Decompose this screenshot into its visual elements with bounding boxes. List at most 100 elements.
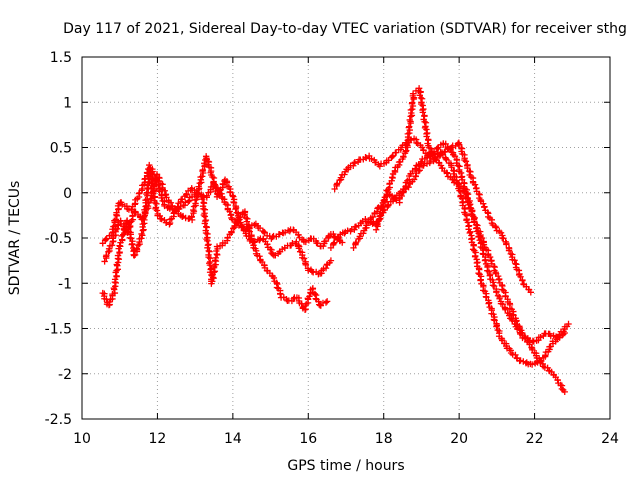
data-point (481, 257, 489, 264)
y-tick-label: 0 (63, 186, 72, 202)
series-track-2 (101, 153, 335, 278)
x-tick-label: 22 (526, 431, 544, 447)
data-point (200, 205, 207, 213)
data-point (500, 235, 507, 242)
data-point (179, 213, 186, 220)
data-point (511, 257, 518, 264)
data-point (142, 197, 149, 204)
data-point (505, 247, 513, 254)
data-point (485, 300, 492, 307)
data-point (153, 171, 161, 178)
data-point (201, 220, 209, 227)
data-point (477, 277, 484, 284)
data-point (466, 201, 473, 209)
data-point (204, 244, 211, 252)
data-point (369, 213, 377, 221)
data-point (537, 334, 544, 341)
data-point (434, 150, 441, 157)
data-point (158, 215, 165, 223)
data-point (203, 192, 210, 200)
data-point (337, 174, 345, 181)
data-point (148, 182, 155, 189)
data-point (209, 278, 216, 285)
data-point (323, 298, 331, 305)
data-point (374, 205, 381, 212)
data-point (256, 253, 263, 260)
data-point (557, 381, 564, 389)
y-axis-label: SDTVAR / TECUs (7, 181, 23, 296)
data-point (242, 214, 250, 222)
data-point (200, 211, 208, 219)
data-point (407, 106, 415, 114)
data-point (493, 289, 500, 296)
data-point (403, 147, 410, 154)
data-point (415, 85, 423, 92)
data-point (409, 106, 416, 113)
data-point (312, 295, 319, 302)
data-point (451, 152, 459, 160)
data-point (472, 225, 480, 232)
data-point (229, 192, 236, 199)
data-point (101, 258, 108, 265)
y-tick-label: 0.5 (50, 141, 72, 157)
data-point (127, 235, 135, 242)
data-point (216, 187, 223, 194)
data-point (128, 241, 135, 248)
data-point (138, 230, 145, 238)
chart-title: Day 117 of 2021, Sidereal Day-to-day VTE… (63, 21, 627, 37)
data-point (398, 192, 405, 200)
y-tick-label: -0.5 (45, 231, 72, 247)
data-point (249, 238, 256, 245)
data-point (448, 164, 455, 171)
data-point (558, 385, 566, 393)
data-point (188, 213, 195, 220)
data-point (300, 255, 308, 262)
data-point (536, 355, 543, 362)
data-point (182, 199, 189, 206)
data-point (191, 196, 199, 204)
data-point (102, 236, 109, 243)
data-point (205, 253, 212, 261)
data-point (103, 252, 110, 259)
data-point (202, 216, 210, 224)
data-point (151, 199, 159, 207)
series-track-7 (372, 140, 572, 345)
data-point (146, 166, 153, 173)
data-point (135, 241, 142, 249)
data-point (153, 207, 161, 214)
data-point (421, 118, 428, 125)
y-tick-label: 1 (63, 95, 72, 111)
data-point (475, 233, 482, 241)
y-tick-label: -1.5 (45, 322, 72, 338)
data-point (174, 203, 181, 210)
data-point (417, 89, 424, 96)
data-point (293, 238, 300, 245)
data-point (141, 206, 148, 213)
data-point (306, 293, 313, 300)
data-point (105, 248, 112, 256)
x-tick-label: 12 (149, 431, 167, 447)
data-point (554, 377, 561, 384)
data-point (190, 206, 197, 214)
data-point (215, 191, 223, 199)
y-tick-label: -2 (58, 367, 72, 383)
data-point (388, 174, 396, 181)
data-point (425, 136, 432, 144)
y-tick-label: -2.5 (45, 412, 72, 428)
data-point (247, 235, 255, 242)
data-point (412, 172, 419, 180)
data-point (330, 233, 338, 240)
data-point (231, 222, 238, 230)
x-tick-label: 16 (299, 431, 317, 447)
data-point (245, 227, 253, 234)
data-point (290, 295, 297, 303)
data-point (112, 279, 120, 287)
data-point (406, 116, 413, 124)
data-point (199, 166, 207, 174)
data-point (212, 254, 219, 262)
data-point (442, 155, 450, 163)
data-point (185, 198, 192, 205)
data-point (556, 331, 563, 338)
data-point (270, 274, 278, 282)
data-point (201, 160, 208, 167)
